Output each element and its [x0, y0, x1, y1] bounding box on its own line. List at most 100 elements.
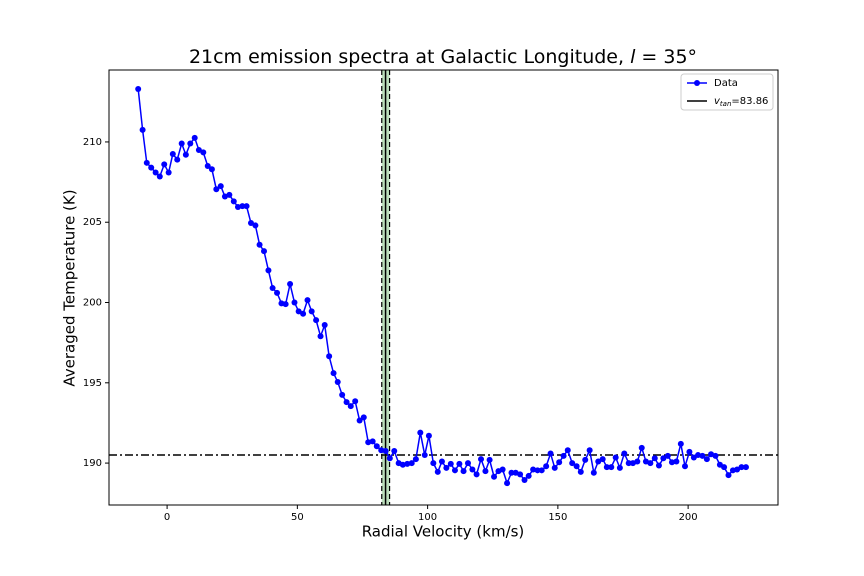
data-point: [443, 464, 450, 471]
data-point: [200, 149, 207, 156]
data-point: [330, 370, 337, 377]
data-point: [247, 220, 254, 227]
data-point: [530, 466, 537, 473]
data-point: [438, 458, 445, 465]
data-point: [421, 452, 428, 459]
data-point: [234, 203, 241, 210]
legend-value: =83.86: [731, 96, 768, 107]
data-point: [491, 473, 498, 480]
data-point: [139, 126, 146, 133]
data-point: [608, 464, 615, 471]
data-point: [326, 353, 333, 360]
data-point: [408, 460, 415, 467]
data-point: [256, 241, 263, 248]
data-point: [308, 308, 315, 315]
data-point: [230, 198, 237, 205]
data-point: [525, 472, 532, 479]
data-point: [152, 169, 159, 176]
data-point: [686, 448, 693, 455]
data-point: [447, 460, 454, 467]
legend-label: Data: [714, 78, 738, 89]
data-point: [434, 468, 441, 475]
data-point: [738, 464, 745, 471]
title-text: 21cm emission spectra at Galactic Longit…: [189, 46, 630, 68]
data-point: [334, 378, 341, 385]
data-point: [430, 460, 437, 467]
data-point: [595, 458, 602, 465]
data-point: [156, 173, 163, 180]
data-point: [378, 447, 385, 454]
data-point: [287, 281, 294, 288]
data-point: [681, 463, 688, 470]
data-point: [543, 463, 550, 470]
data-point: [399, 461, 406, 468]
data-point: [304, 297, 311, 304]
data-point: [204, 163, 211, 170]
data-point: [564, 447, 571, 454]
data-point: [274, 289, 281, 296]
data-point: [460, 468, 467, 475]
data-point: [551, 464, 558, 471]
plot-frame: [108, 69, 779, 506]
y-axis-label: Averaged Temperature (K): [61, 189, 79, 386]
data-point: [317, 333, 324, 340]
data-point: [321, 321, 328, 328]
data-point: [135, 85, 142, 92]
y-tick-label: 195: [83, 378, 102, 389]
data-point: [352, 398, 359, 405]
data-point: [261, 248, 268, 255]
data-point: [148, 164, 155, 171]
data-point: [647, 460, 654, 467]
data-point: [165, 169, 172, 176]
x-tick-label: 100: [418, 512, 437, 523]
data-point: [612, 454, 619, 461]
data-point: [369, 438, 376, 445]
x-tick-label: 200: [679, 512, 698, 523]
data-point: [508, 469, 515, 476]
title-symbol: l: [630, 46, 636, 68]
data-point: [347, 403, 354, 410]
data-point: [638, 444, 645, 451]
data-point: [655, 462, 662, 469]
data-point: [243, 203, 250, 210]
data-point: [386, 455, 393, 462]
data-point: [703, 456, 710, 463]
data-point: [651, 455, 658, 462]
data-point: [143, 159, 150, 166]
x-tick-label: 150: [548, 512, 567, 523]
data-point: [582, 456, 589, 463]
data-point: [569, 460, 576, 467]
data-point: [208, 166, 215, 173]
data-point: [677, 440, 684, 447]
data-point: [616, 464, 623, 471]
y-tick-label: 205: [83, 217, 102, 228]
data-point: [734, 466, 741, 473]
data-point: [634, 458, 641, 465]
chart-title: 21cm emission spectra at Galactic Longit…: [189, 46, 697, 68]
data-point: [195, 146, 202, 153]
data-point: [187, 140, 194, 147]
data-point: [365, 439, 372, 446]
data-point: [391, 448, 398, 455]
legend-label: vtan=83.86: [714, 96, 768, 108]
data-point: [456, 460, 463, 467]
data-point: [534, 467, 541, 474]
data-point: [404, 460, 411, 467]
data-point: [300, 310, 307, 317]
data-point: [521, 476, 528, 483]
data-point: [621, 450, 628, 457]
data-point: [191, 134, 198, 141]
x-tick-label: 0: [164, 512, 170, 523]
data-point: [517, 471, 524, 478]
data-point: [178, 140, 185, 147]
data-point: [478, 456, 485, 463]
data-point: [265, 267, 272, 274]
data-point: [573, 463, 580, 470]
y-tick-label: 190: [83, 458, 102, 469]
x-axis-label: Radial Velocity (km/s): [362, 523, 525, 541]
data-point: [217, 183, 224, 190]
data-point: [169, 150, 176, 157]
data-point: [339, 391, 346, 398]
data-point: [547, 450, 554, 457]
